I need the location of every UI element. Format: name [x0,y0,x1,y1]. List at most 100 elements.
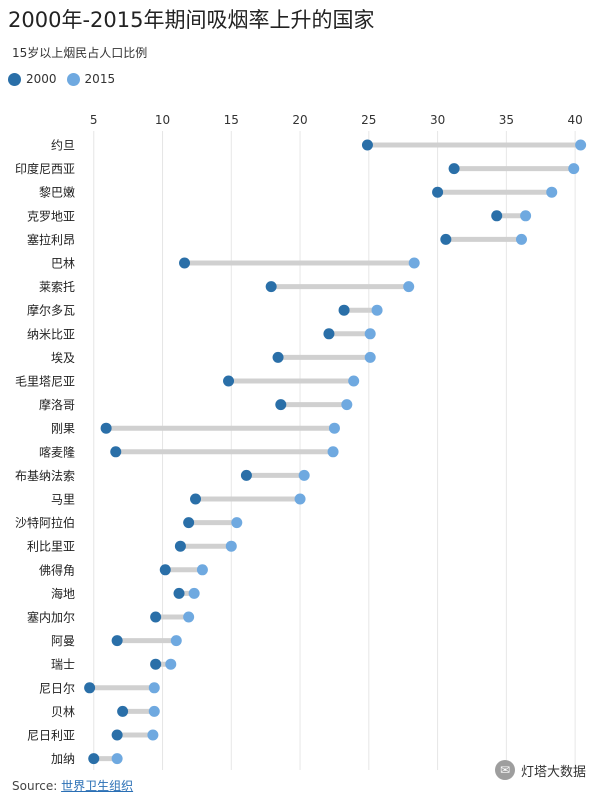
point-2000 [361,139,373,151]
point-2000 [190,493,202,505]
category-label: 贝林 [51,705,75,719]
category-label: 尼日尔 [39,680,75,695]
category-label: 沙特阿拉伯 [15,515,75,530]
point-2015 [225,540,237,552]
point-2000 [240,469,252,481]
point-2000 [432,186,444,198]
category-label: 黎巴嫩 [39,186,75,200]
category-label: 埃及 [51,351,75,365]
category-label: 约旦 [51,138,75,153]
category-label: 佛得角 [39,562,75,577]
legend-item-2000: 2000 [8,72,57,86]
source-note: Source: 世界卫生组织 [12,777,133,794]
x-tick-label: 40 [567,113,582,127]
category-label: 喀麦隆 [39,444,75,459]
x-tick-label: 10 [155,113,170,127]
point-2000 [150,658,162,670]
category-label: 利比里亚 [27,540,75,554]
point-2000 [117,705,129,717]
point-2000 [88,753,100,765]
x-tick-label: 5 [90,113,98,127]
point-2015 [170,635,182,647]
legend-label-2015: 2015 [84,72,116,86]
point-2000 [174,540,186,552]
point-2000 [338,304,350,316]
category-label: 加纳 [51,752,75,766]
point-2015 [341,399,353,411]
point-2015 [294,493,306,505]
point-2000 [179,257,191,269]
point-2015 [403,281,415,293]
category-label: 巴林 [51,257,75,271]
point-2015 [364,351,376,363]
category-label: 海地 [51,586,75,601]
wechat-icon: ✉ [494,760,515,780]
category-label: 印度尼西亚 [15,161,75,176]
point-2015 [148,705,160,717]
point-2000 [183,517,195,529]
point-2015 [327,446,339,458]
legend-swatch-2015 [66,72,80,86]
category-label: 莱索托 [39,280,75,294]
point-2000 [275,399,287,411]
point-2000 [111,729,123,741]
watermark-text: 灯塔大数据 [520,764,586,780]
point-2000 [265,281,277,293]
chart-subtitle: 15岁以上烟民占人口比例 [12,46,148,60]
category-label: 摩洛哥 [39,397,75,412]
point-2000 [84,682,96,694]
category-label: 布基纳法索 [15,469,75,483]
point-2015 [298,469,310,481]
x-tick-label: 25 [361,113,376,127]
point-2015 [546,186,558,198]
legend-swatch-2000 [8,72,21,86]
category-label: 毛里塔尼亚 [15,375,75,389]
point-2015 [515,233,527,245]
legend-item-2015: 2015 [66,72,116,86]
point-2015 [196,564,208,576]
point-2000 [491,210,503,222]
point-2015 [520,210,532,222]
category-label: 克罗地亚 [27,209,75,223]
category-label: 瑞士 [51,658,75,672]
point-2000 [448,163,460,175]
category-label: 塞拉利昂 [27,232,75,247]
category-label: 刚果 [51,422,75,436]
source-prefix: Source: [12,779,62,793]
category-label: 纳米比亚 [27,327,75,341]
point-2015 [348,375,360,387]
category-label: 马里 [51,493,75,507]
point-2015 [148,682,160,694]
x-tick-label: 30 [430,113,445,127]
source-link[interactable]: 世界卫生组织 [61,779,134,793]
point-2015 [188,587,200,599]
point-2015 [183,611,195,623]
watermark: ✉ 灯塔大数据 [494,760,586,780]
point-2015 [568,163,580,175]
point-2015 [231,517,243,529]
category-label: 塞内加尔 [27,610,75,625]
point-2015 [111,753,123,765]
point-2000 [159,564,171,576]
point-2015 [147,729,159,741]
legend-label-2000: 2000 [26,72,57,86]
point-2015 [364,328,376,340]
point-2000 [110,446,122,458]
chart-title: 2000年-2015年期间吸烟率上升的国家 [8,8,375,32]
category-label: 摩尔多瓦 [27,303,75,318]
point-2000 [173,587,185,599]
point-2015 [328,422,340,434]
point-2015 [408,257,420,269]
point-2000 [111,635,123,647]
point-2000 [100,422,112,434]
point-2015 [165,658,177,670]
point-2015 [575,139,587,151]
point-2000 [440,233,452,245]
point-2000 [150,611,162,623]
x-tick-label: 15 [224,113,239,127]
legend: 2000 2015 [8,72,125,86]
point-2015 [371,304,383,316]
x-tick-label: 20 [292,113,307,127]
x-tick-label: 35 [499,113,514,127]
